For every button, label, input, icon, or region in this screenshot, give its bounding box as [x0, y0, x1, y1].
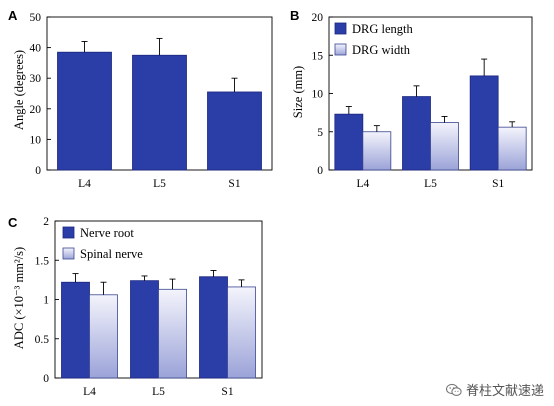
legend-label-spinal-nerve: Spinal nerve — [80, 247, 143, 261]
panel-b-ylabel: Size (mm) — [291, 66, 305, 118]
panel-c-xtick-label-l5: L5 — [152, 386, 165, 398]
panel-c-bar-l4-spinal-nerve — [89, 294, 118, 379]
panel-b-ytick-label: 10 — [312, 89, 324, 101]
panel-b-xtick-label-l5: L5 — [424, 178, 437, 190]
panel-c-ytick-label: 0.5 — [35, 334, 50, 346]
watermark-text: 脊柱文献速递 — [465, 384, 544, 399]
panel-c-ytick-label: 2 — [43, 216, 49, 228]
panel-b-legend: DRG length DRG width — [334, 22, 414, 57]
panel-c-bar-l4-nerve-root — [61, 281, 90, 379]
panel-b-bar-s1-drg-length — [469, 75, 499, 171]
panel-a-marks — [57, 37, 262, 171]
panel-b-bar-s1-drg-width — [497, 126, 527, 171]
panel-b-bar-l4-drg-length — [334, 113, 364, 171]
wechat-icon — [445, 383, 462, 396]
panel-c-ytick-label: 1 — [43, 295, 49, 307]
panel-c-bar-s1-spinal-nerve — [227, 286, 256, 379]
panel-c-ylabel: ADC (×10⁻³ mm²/s) — [12, 247, 26, 349]
panel-b-ytick-label: 0 — [317, 165, 323, 177]
panel-a-ytick-label: 10 — [30, 134, 42, 146]
panel-a-ylabel: Angle (degrees) — [12, 50, 26, 130]
panel-a-ytick-label: 30 — [30, 73, 42, 85]
panel-c-axes: 0 0.5 1 1.5 2 L4 L5 S1 — [35, 216, 263, 398]
panel-c-letter: C — [8, 215, 18, 230]
panel-a-ytick-label: 0 — [35, 165, 41, 177]
legend-label-nerve-root: Nerve root — [80, 226, 134, 240]
legend-swatch-drg-width — [334, 43, 347, 56]
panel-a: A Angle (degrees) 0 10 20 30 40 50 L4 L5 S1 — [8, 8, 273, 190]
legend-swatch-spinal-nerve — [62, 247, 75, 260]
panel-b-bar-l4-drg-width — [362, 131, 392, 171]
panel-c-bar-s1-nerve-root — [199, 276, 228, 379]
panel-b-ytick-label: 20 — [312, 12, 324, 24]
panel-b-bar-l5-drg-width — [430, 122, 459, 171]
panel-a-xtick-label-l4: L4 — [78, 178, 91, 190]
panel-b-ytick-label: 15 — [312, 50, 324, 62]
panel-c-ytick-label: 0 — [43, 373, 49, 385]
legend-label-drg-length: DRG length — [352, 22, 414, 36]
panel-a-bar-s1-series — [207, 91, 262, 171]
panel-a-xtick-label-l5: L5 — [153, 178, 166, 190]
panel-a-ytick-label: 50 — [30, 12, 42, 24]
panel-a-bar-l5-series — [132, 54, 187, 171]
legend-label-drg-width: DRG width — [352, 43, 411, 57]
panel-b-letter: B — [290, 8, 299, 23]
panel-b-xtick-label-s1: S1 — [492, 178, 504, 190]
panel-c-marks — [61, 270, 256, 379]
panel-a-bar-l4-series — [57, 51, 112, 171]
panel-c: C ADC (×10⁻³ mm²/s) 0 0.5 1 1.5 2 L4 L5 S1 Nerv… — [8, 215, 263, 398]
legend-swatch-nerve-root — [62, 226, 75, 239]
panel-b-bar-l5-drg-length — [402, 96, 431, 171]
panel-a-letter: A — [8, 8, 18, 23]
watermark: 脊柱文献速递 — [445, 380, 544, 399]
panel-c-bar-l5-spinal-nerve — [158, 288, 187, 379]
panel-c-bar-l5-nerve-root — [130, 280, 159, 379]
panel-c-xtick-label-s1: S1 — [221, 386, 233, 398]
panel-b-xtick-label-l4: L4 — [356, 178, 369, 190]
panel-c-ytick-label: 1.5 — [35, 255, 50, 267]
panel-b-marks — [334, 58, 527, 171]
panel-c-xtick-label-l4: L4 — [83, 386, 96, 398]
panel-b: B Size (mm) 0 5 10 15 20 L4 L5 S1 DRG length DR… — [290, 8, 533, 190]
panel-a-xtick-label-s1: S1 — [228, 178, 240, 190]
panel-a-ytick-label: 40 — [30, 43, 42, 55]
legend-swatch-drg-length — [334, 22, 347, 35]
panel-c-legend: Nerve root Spinal nerve — [62, 226, 143, 261]
panel-b-ytick-label: 5 — [317, 127, 323, 139]
panel-a-ytick-label: 20 — [30, 104, 42, 116]
